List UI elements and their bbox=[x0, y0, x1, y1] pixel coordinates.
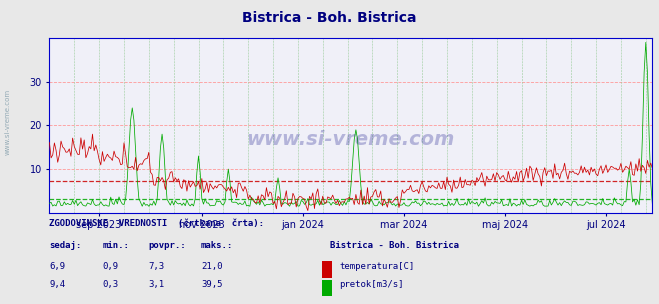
Text: 9,4: 9,4 bbox=[49, 280, 65, 289]
Text: 21,0: 21,0 bbox=[201, 262, 223, 271]
Text: temperatura[C]: temperatura[C] bbox=[339, 262, 415, 271]
Text: 0,3: 0,3 bbox=[102, 280, 118, 289]
Text: www.si-vreme.com: www.si-vreme.com bbox=[246, 130, 455, 149]
Text: 6,9: 6,9 bbox=[49, 262, 65, 271]
Text: 7,3: 7,3 bbox=[148, 262, 164, 271]
Text: pretok[m3/s]: pretok[m3/s] bbox=[339, 280, 404, 289]
Text: Bistrica - Boh. Bistrica: Bistrica - Boh. Bistrica bbox=[243, 11, 416, 25]
Text: 3,1: 3,1 bbox=[148, 280, 164, 289]
Text: 0,9: 0,9 bbox=[102, 262, 118, 271]
Text: Bistrica - Boh. Bistrica: Bistrica - Boh. Bistrica bbox=[330, 241, 459, 250]
Text: sedaj:: sedaj: bbox=[49, 241, 82, 250]
Text: povpr.:: povpr.: bbox=[148, 241, 186, 250]
Text: min.:: min.: bbox=[102, 241, 129, 250]
Text: 39,5: 39,5 bbox=[201, 280, 223, 289]
Text: www.si-vreme.com: www.si-vreme.com bbox=[5, 88, 11, 155]
Text: ZGODOVINSKE  VREDNOSTI  (črtkana  črta):: ZGODOVINSKE VREDNOSTI (črtkana črta): bbox=[49, 219, 264, 229]
Text: maks.:: maks.: bbox=[201, 241, 233, 250]
